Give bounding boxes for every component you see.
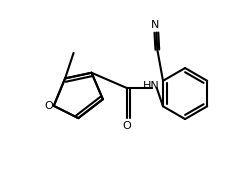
Text: O: O — [122, 121, 130, 131]
Text: N: N — [151, 20, 159, 30]
Text: HN: HN — [142, 81, 159, 91]
Text: O: O — [44, 101, 53, 111]
